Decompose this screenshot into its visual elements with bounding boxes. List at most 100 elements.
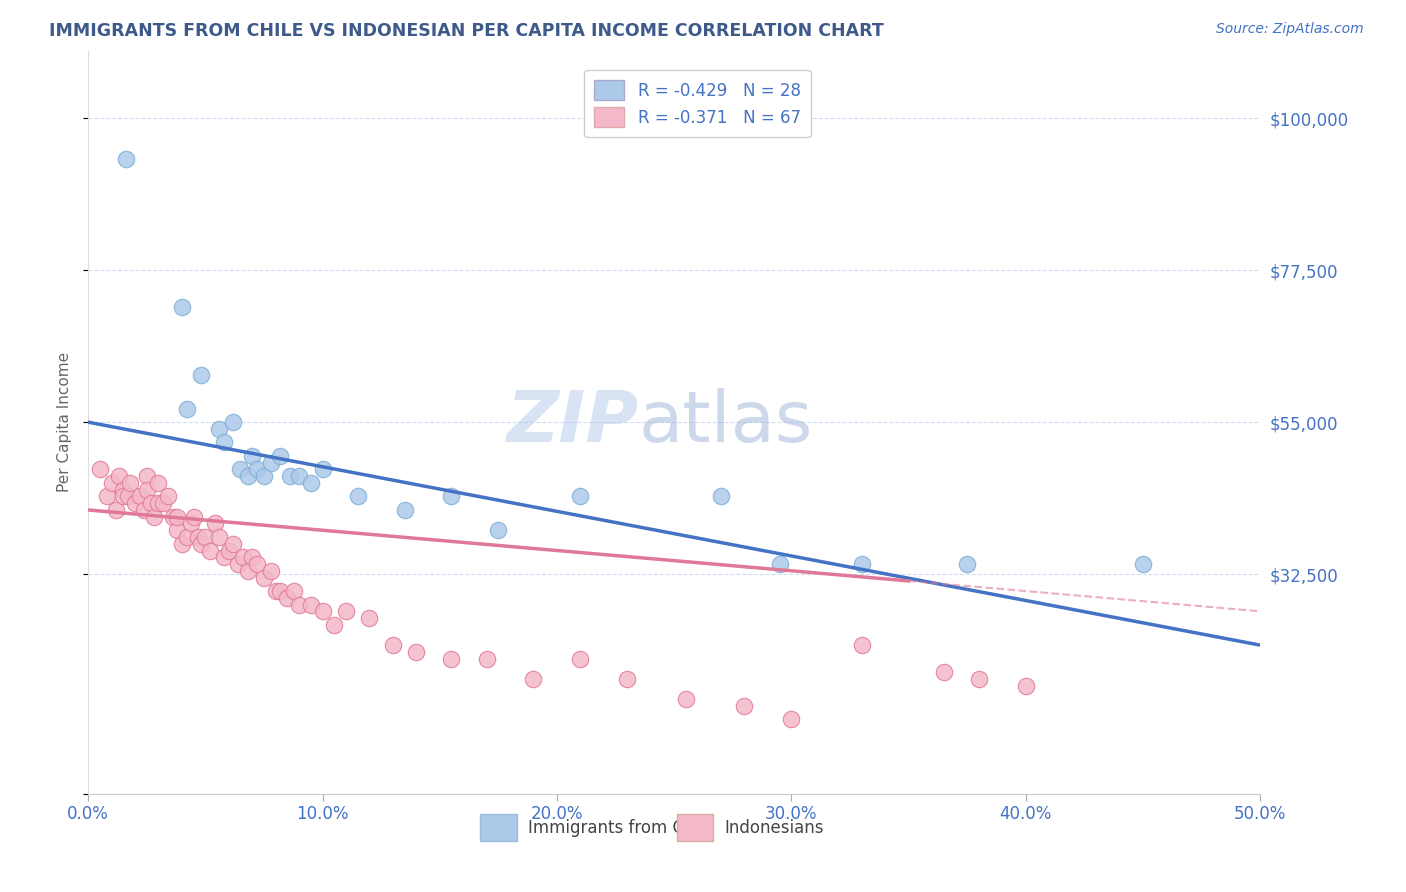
Point	[105, 503, 128, 517]
Text: Source: ZipAtlas.com: Source: ZipAtlas.com	[1216, 22, 1364, 37]
Point	[229, 462, 252, 476]
Point	[148, 475, 170, 490]
Point	[288, 469, 311, 483]
Point	[194, 530, 217, 544]
Point	[616, 672, 638, 686]
Point	[269, 584, 291, 599]
Point	[152, 496, 174, 510]
Point	[475, 651, 498, 665]
Point	[135, 469, 157, 483]
Point	[851, 557, 873, 571]
Point	[107, 469, 129, 483]
Point	[569, 651, 592, 665]
Point	[299, 598, 322, 612]
Point	[851, 638, 873, 652]
Point	[335, 604, 357, 618]
Point	[117, 490, 139, 504]
Point	[204, 516, 226, 531]
Point	[114, 152, 136, 166]
Point	[246, 462, 269, 476]
Point	[236, 469, 259, 483]
Text: Indonesians: Indonesians	[724, 819, 824, 837]
Point	[768, 557, 790, 571]
Point	[208, 530, 231, 544]
Point	[569, 490, 592, 504]
Point	[311, 462, 333, 476]
Point	[276, 591, 298, 605]
Point	[222, 537, 245, 551]
Point	[148, 496, 170, 510]
Point	[89, 462, 111, 476]
Point	[112, 490, 135, 504]
Point	[780, 712, 803, 726]
Point	[166, 523, 188, 537]
Point	[253, 570, 276, 584]
Point	[187, 530, 209, 544]
Point	[264, 584, 287, 599]
Point	[240, 449, 263, 463]
Point	[156, 490, 179, 504]
Point	[405, 645, 427, 659]
Point	[486, 523, 509, 537]
Point	[96, 490, 118, 504]
Point	[212, 435, 235, 450]
Point	[112, 483, 135, 497]
Point	[967, 672, 990, 686]
Point	[260, 456, 283, 470]
Point	[1014, 679, 1036, 693]
Point	[124, 496, 146, 510]
Text: Immigrants from Chile: Immigrants from Chile	[527, 819, 714, 837]
Point	[283, 584, 305, 599]
Point	[956, 557, 979, 571]
Point	[260, 564, 283, 578]
Text: atlas: atlas	[638, 388, 813, 457]
Point	[1132, 557, 1154, 571]
Point	[381, 638, 404, 652]
Point	[440, 651, 463, 665]
Point	[166, 509, 188, 524]
Point	[269, 449, 291, 463]
Point	[346, 490, 368, 504]
Point	[190, 537, 212, 551]
Point	[710, 490, 733, 504]
Point	[226, 557, 249, 571]
Point	[299, 475, 322, 490]
Point	[212, 550, 235, 565]
Point	[183, 509, 205, 524]
Point	[142, 509, 165, 524]
Point	[198, 543, 221, 558]
Point	[311, 604, 333, 618]
Point	[253, 469, 276, 483]
Point	[236, 564, 259, 578]
Point	[394, 503, 416, 517]
Point	[278, 469, 301, 483]
Text: IMMIGRANTS FROM CHILE VS INDONESIAN PER CAPITA INCOME CORRELATION CHART: IMMIGRANTS FROM CHILE VS INDONESIAN PER …	[49, 22, 884, 40]
Legend: R = -0.429   N = 28, R = -0.371   N = 67: R = -0.429 N = 28, R = -0.371 N = 67	[585, 70, 811, 137]
Point	[359, 611, 381, 625]
Point	[134, 503, 156, 517]
Point	[218, 543, 240, 558]
Point	[222, 415, 245, 429]
Point	[288, 598, 311, 612]
Point	[932, 665, 955, 679]
Point	[100, 475, 122, 490]
Point	[208, 422, 231, 436]
Point	[522, 672, 544, 686]
Y-axis label: Per Capita Income: Per Capita Income	[58, 352, 72, 492]
Point	[176, 530, 198, 544]
Point	[170, 537, 193, 551]
Point	[323, 617, 346, 632]
Point	[246, 557, 269, 571]
Point	[128, 490, 150, 504]
Text: ZIP: ZIP	[506, 388, 638, 457]
Point	[120, 475, 142, 490]
Point	[180, 516, 202, 531]
Point	[675, 692, 697, 706]
Point	[733, 698, 755, 713]
Point	[135, 483, 157, 497]
Point	[141, 496, 163, 510]
Point	[162, 509, 184, 524]
Point	[170, 301, 193, 315]
Point	[232, 550, 254, 565]
Point	[176, 401, 198, 416]
